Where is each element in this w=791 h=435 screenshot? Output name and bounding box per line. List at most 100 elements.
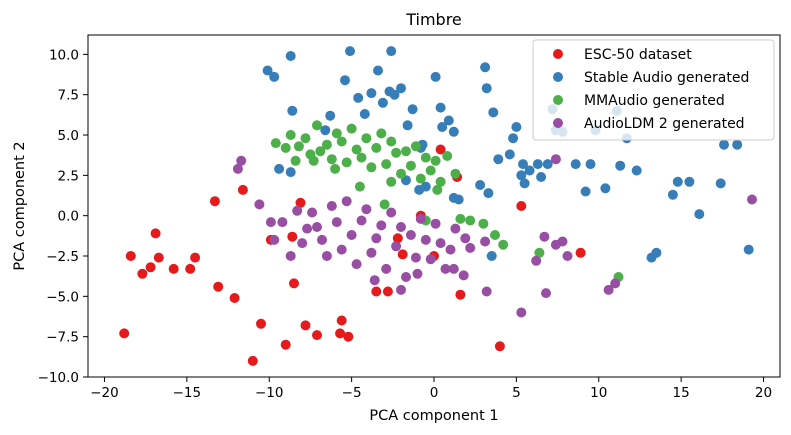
point-s0-35 [516, 201, 527, 211]
point-s3-39 [450, 223, 461, 234]
point-s1-10 [353, 92, 364, 103]
point-s0-2 [137, 268, 148, 279]
legend-box [532, 39, 775, 141]
point-s1-5 [285, 167, 296, 178]
point-s1-59 [615, 160, 626, 171]
point-s3-12 [317, 234, 327, 245]
point-s1-2 [274, 163, 285, 174]
point-s3-21 [361, 204, 372, 215]
point-s1-67 [694, 209, 705, 220]
y-tick-label: 5.0 [58, 128, 79, 144]
legend-label-mmaudio: MMAudio generated [584, 93, 725, 109]
point-s2-13 [336, 136, 347, 147]
point-s1-34 [481, 83, 492, 94]
point-s3-25 [381, 263, 392, 274]
point-s2-32 [430, 155, 441, 166]
point-s0-26 [382, 286, 393, 297]
point-s2-11 [326, 154, 337, 165]
point-s3-32 [415, 213, 426, 224]
point-s1-11 [359, 109, 370, 119]
y-tick-label: 0.0 [58, 209, 79, 225]
point-s2-26 [401, 146, 411, 157]
point-s3-1 [236, 155, 247, 166]
point-s3-17 [341, 196, 352, 207]
chart-title: Timbre [405, 10, 462, 29]
point-s0-27 [392, 233, 403, 244]
point-s0-8 [190, 252, 201, 263]
point-s1-70 [732, 139, 743, 150]
point-s1-54 [580, 186, 591, 197]
point-s3-24 [376, 220, 387, 231]
point-s3-14 [326, 201, 337, 211]
point-s1-14 [377, 97, 388, 108]
y-tick-label: −5.0 [46, 289, 79, 305]
legend-marker-stable-audio [553, 72, 563, 82]
point-s0-24 [343, 331, 354, 342]
point-s3-11 [312, 222, 322, 232]
point-s1-33 [480, 62, 491, 73]
point-s2-3 [290, 155, 301, 166]
point-s1-40 [504, 149, 515, 160]
point-s1-71 [743, 244, 754, 255]
point-s3-36 [435, 238, 446, 249]
legend-marker-mmaudio [553, 95, 563, 105]
point-s3-44 [396, 284, 406, 295]
point-s3-35 [430, 218, 441, 229]
point-s1-39 [493, 154, 504, 165]
x-tick-label: 15 [673, 385, 690, 401]
point-s2-5 [300, 133, 311, 144]
point-s0-16 [280, 339, 291, 350]
point-s3-46 [448, 263, 459, 274]
point-s2-45 [490, 230, 500, 240]
point-s3-40 [460, 233, 471, 244]
point-s3-13 [321, 251, 332, 261]
point-s3-27 [391, 241, 402, 252]
x-tick-label: −10 [255, 385, 284, 401]
point-s2-25 [396, 168, 406, 179]
point-s2-46 [498, 239, 509, 250]
point-s1-32 [453, 194, 464, 205]
x-axis: −20 −15 −10 −5 0 5 10 15 20 [90, 377, 772, 401]
point-s1-37 [483, 188, 494, 199]
point-s3-34 [425, 254, 436, 265]
point-s1-43 [518, 159, 528, 170]
point-s3-8 [297, 238, 308, 249]
point-s3-30 [405, 230, 416, 240]
point-s0-18 [289, 278, 299, 289]
point-s0-34 [494, 341, 505, 352]
point-s3-54 [557, 236, 568, 247]
point-s0-1 [125, 251, 136, 261]
point-s3-56 [550, 154, 561, 165]
point-s1-0 [262, 65, 273, 76]
point-s1-48 [536, 172, 547, 182]
point-s1-16 [389, 89, 400, 100]
x-axis-label: PCA component 1 [369, 408, 498, 424]
point-s1-66 [684, 176, 695, 187]
point-s2-33 [435, 176, 446, 187]
point-s1-47 [532, 159, 543, 170]
point-s3-2 [254, 199, 265, 210]
x-tick-label: 0 [430, 385, 439, 401]
point-s2-21 [376, 128, 387, 139]
point-s3-45 [412, 268, 423, 279]
y-tick-label: 7.5 [58, 88, 79, 104]
point-s3-22 [366, 247, 377, 258]
point-s0-7 [185, 263, 196, 274]
point-s0-14 [256, 318, 266, 329]
point-s3-48 [481, 286, 492, 297]
point-s2-1 [280, 142, 291, 153]
point-s0-36 [575, 247, 586, 258]
y-tick-label: 2.5 [58, 168, 79, 184]
point-s1-57 [600, 183, 611, 194]
point-s2-37 [330, 163, 341, 174]
point-s3-37 [440, 263, 451, 274]
point-s1-6 [320, 125, 331, 136]
point-s3-31 [410, 252, 421, 263]
point-s2-42 [432, 184, 443, 195]
x-tick-label: 5 [512, 385, 521, 401]
legend-label-stable-audio: Stable Audio generated [584, 70, 749, 86]
point-s1-4 [287, 105, 298, 116]
point-s2-16 [351, 144, 362, 155]
point-s1-3 [285, 51, 296, 61]
